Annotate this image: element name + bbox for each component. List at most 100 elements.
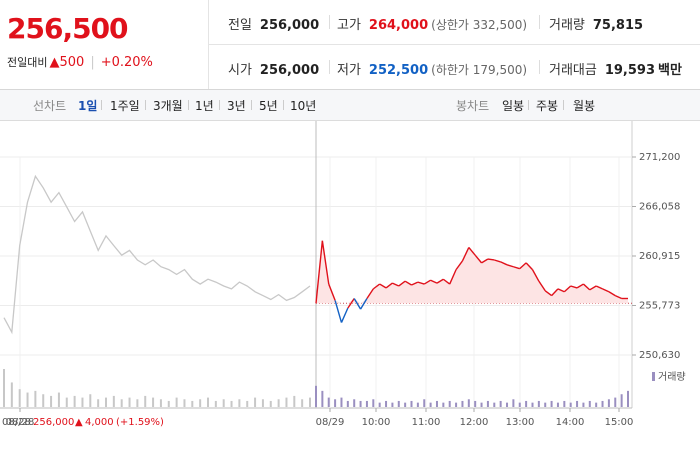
- price-segment-up: [449, 269, 457, 285]
- price-segment-up: [442, 278, 451, 285]
- tab-1day[interactable]: 1일: [78, 99, 98, 113]
- tab-1year[interactable]: 1년: [195, 99, 214, 113]
- tab-1week[interactable]: 1주일: [110, 99, 140, 113]
- divider: [219, 100, 220, 110]
- info-percent: (+1.59%): [116, 417, 164, 428]
- price-segment-up: [557, 288, 565, 293]
- price-segment-up: [379, 283, 387, 289]
- price-segment-up: [487, 258, 495, 261]
- x-tick-label: 13:00: [506, 417, 535, 428]
- volume-bars: [3, 369, 629, 407]
- divider: [188, 100, 189, 110]
- y-tick-label: 260,915: [639, 251, 680, 262]
- divider: [563, 100, 564, 110]
- price-segment-down: [334, 300, 343, 323]
- price-segment-up: [519, 262, 527, 270]
- stat-low: 저가 252,500 (하한가 179,500): [337, 63, 528, 78]
- tab-10years[interactable]: 10년: [290, 99, 317, 113]
- price-segment-up: [595, 285, 603, 290]
- price-segment-up: [544, 290, 553, 297]
- line-chart-label: 선차트: [33, 99, 67, 113]
- price-segment-up: [385, 282, 393, 289]
- x-tick-label: 11:00: [412, 417, 441, 428]
- divider: [101, 100, 102, 110]
- price-segment-up: [468, 247, 476, 256]
- price-segment-up: [582, 283, 591, 291]
- price-segment-up: [411, 281, 419, 286]
- price-segment-up: [494, 259, 501, 263]
- divider: [283, 100, 284, 110]
- price-segment-up: [576, 283, 584, 289]
- price-segment-up: [404, 280, 412, 286]
- y-tick-label: 255,773: [639, 300, 680, 311]
- price-segment-up: [608, 291, 616, 297]
- tab-5years[interactable]: 5년: [259, 99, 278, 113]
- current-price: 256,500: [7, 12, 129, 45]
- y-tick-label: 271,200: [639, 152, 680, 163]
- price-segment-up: [551, 288, 559, 297]
- stat-open: 시가 256,000: [228, 63, 320, 78]
- change-label: 전일대비: [7, 56, 48, 69]
- price-segment-up: [321, 240, 330, 285]
- divider: [329, 15, 330, 29]
- tab-3months[interactable]: 3개월: [153, 99, 183, 113]
- y-tick-label: 266,058: [639, 201, 680, 212]
- x-tick-label: 10:00: [362, 417, 391, 428]
- price-segment-up: [392, 282, 400, 287]
- price-segment-up: [589, 285, 597, 291]
- stat-trade-amount: 거래대금 19,593 백만: [549, 63, 682, 78]
- divider: [539, 15, 540, 29]
- price-segment-up: [347, 298, 355, 309]
- price-segment-up: [461, 247, 470, 262]
- price-segment-up: [417, 281, 425, 285]
- divider: [528, 100, 529, 110]
- price-chart[interactable]: 271,200 266,058 260,915 255,773 250,630 08/2…: [0, 121, 700, 450]
- up-area-fill: [316, 240, 628, 304]
- price-segment-down: [353, 298, 362, 310]
- info-close: 256,000: [33, 417, 74, 428]
- stats-panel: 전일 256,000 고가 264,000 (상한가 332,500) 거래량 75,8…: [209, 0, 700, 89]
- price-segment-up: [398, 280, 406, 287]
- x-tick-label: 14:00: [556, 417, 585, 428]
- y-tick-label: 250,630: [639, 350, 680, 361]
- price-segment-up: [372, 283, 381, 290]
- price-segment-up: [474, 254, 483, 264]
- divider: [539, 60, 540, 74]
- divider: [145, 100, 146, 110]
- quote-summary: 256,500 전일대비 ▲500 | +0.20% 전일 256,000 고가 264,…: [0, 0, 700, 90]
- change-percent: +0.20%: [100, 55, 153, 70]
- divider: |: [90, 55, 95, 70]
- price-segment-up: [602, 288, 610, 293]
- price-segment-up: [538, 280, 546, 292]
- stats-row: 전일 256,000 고가 264,000 (상한가 332,500) 거래량 75,8…: [209, 0, 700, 45]
- price-segment-up: [525, 262, 533, 271]
- price-segment-up: [328, 283, 336, 301]
- price-segment-down: [340, 307, 349, 323]
- volume-legend-label: 거래량: [658, 371, 686, 383]
- price-segment-up: [563, 285, 572, 293]
- candle-chart-label: 봉차트: [456, 99, 490, 113]
- tab-daily-candle[interactable]: 일봉: [502, 99, 525, 113]
- volume-legend: 거래량: [652, 371, 686, 383]
- price-segment-up: [430, 279, 438, 284]
- up-arrow-icon: ▲: [49, 55, 60, 70]
- tab-weekly-candle[interactable]: 주봉: [536, 99, 559, 113]
- price-segment-up: [481, 258, 489, 264]
- tab-3years[interactable]: 3년: [227, 99, 246, 113]
- y-axis: 271,200 266,058 260,915 255,773 250,630: [632, 152, 680, 361]
- prev-day-line: [3, 174, 311, 335]
- tab-monthly-candle[interactable]: 월봉: [573, 99, 596, 113]
- x-tick-label: 12:00: [460, 417, 489, 428]
- price-segment-up: [570, 285, 578, 289]
- info-date: 08/28: [2, 417, 31, 428]
- chart-tab-bar: 선차트 1일 1주일 3개월 1년 3년 5년 10년 봉차트 일봉 주봉 월봉: [0, 90, 700, 121]
- price-change: 전일대비 ▲500 | +0.20%: [7, 54, 153, 70]
- x-tick-label: 08/28: [6, 417, 35, 428]
- price-segment-down: [359, 298, 368, 310]
- divider: [251, 100, 252, 110]
- price-lines: [3, 174, 632, 335]
- stat-prev-close: 전일 256,000: [228, 18, 320, 33]
- price-segment-up: [506, 264, 514, 268]
- x-tick-label: 08/29: [316, 417, 345, 428]
- price-segment-up: [614, 294, 622, 300]
